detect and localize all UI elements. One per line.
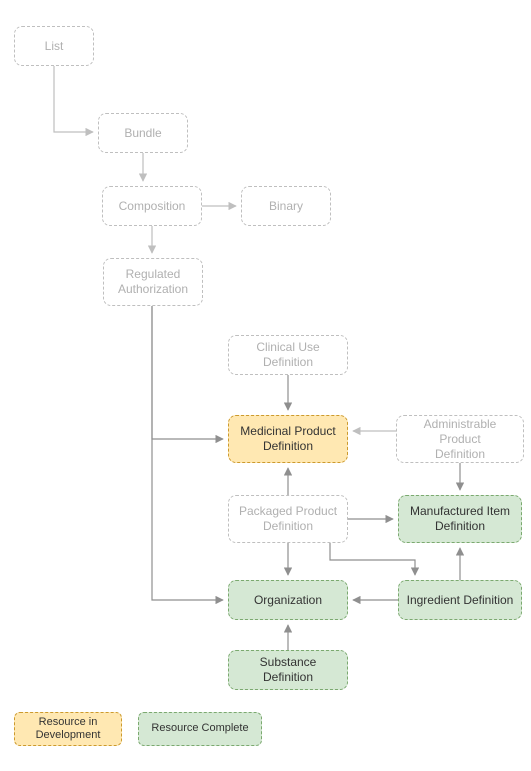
node-label: List	[45, 39, 64, 54]
legend-resource-in-development: Resource in Development	[14, 712, 122, 746]
node-label: Regulated Authorization	[118, 267, 188, 297]
node-bundle: Bundle	[98, 113, 188, 153]
node-label: Organization	[254, 593, 322, 608]
node-composition: Composition	[102, 186, 202, 226]
legend-resource-complete: Resource Complete	[138, 712, 262, 746]
node-label: Bundle	[124, 126, 161, 141]
diagram-canvas: List Bundle Composition Binary Regulated…	[0, 0, 531, 771]
node-label: Administrable Product Definition	[403, 417, 517, 462]
node-medicinal-product-definition: Medicinal Product Definition	[228, 415, 348, 463]
edge	[330, 543, 415, 575]
node-label: Manufactured Item Definition	[410, 504, 510, 534]
node-ingredient-definition: Ingredient Definition	[398, 580, 522, 620]
edge	[152, 306, 223, 439]
node-manufactured-item-definition: Manufactured Item Definition	[398, 495, 522, 543]
legend-label: Resource in Development	[36, 716, 101, 742]
node-label: Binary	[269, 199, 303, 214]
node-binary: Binary	[241, 186, 331, 226]
node-clinical-use-definition: Clinical Use Definition	[228, 335, 348, 375]
node-label: Medicinal Product Definition	[240, 424, 335, 454]
node-list: List	[14, 26, 94, 66]
node-administrable-product-definition: Administrable Product Definition	[396, 415, 524, 463]
edge	[152, 306, 223, 600]
node-label: Composition	[119, 199, 186, 214]
node-label: Ingredient Definition	[407, 593, 514, 608]
node-packaged-product-definition: Packaged Product Definition	[228, 495, 348, 543]
node-organization: Organization	[228, 580, 348, 620]
node-label: Clinical Use Definition	[235, 340, 341, 370]
legend-label: Resource Complete	[151, 722, 248, 735]
node-substance-definition: Substance Definition	[228, 650, 348, 690]
node-label: Substance Definition	[235, 655, 341, 685]
edge	[54, 66, 93, 132]
node-label: Packaged Product Definition	[239, 504, 337, 534]
node-regulated-authorization: Regulated Authorization	[103, 258, 203, 306]
